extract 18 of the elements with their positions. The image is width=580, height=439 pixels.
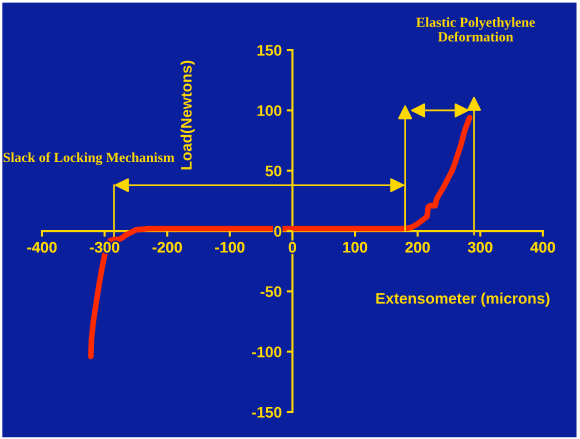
y-tick-label: 0 — [274, 226, 282, 237]
x-tick-label: -200 — [152, 242, 182, 253]
x-axis-title: Extensometer (microns) — [376, 292, 550, 307]
y-tick-label: -100 — [252, 346, 282, 358]
y-tick-label: -150 — [252, 406, 282, 418]
y-axis-title: Load(Newtons) — [180, 60, 195, 170]
x-tick-label: -400 — [27, 242, 57, 253]
y-tick-label: 150 — [257, 44, 282, 56]
x-tick-label: 200 — [405, 242, 430, 253]
y-tick-label: 50 — [266, 166, 282, 176]
y-tick-label: -50 — [260, 286, 282, 298]
annotation: Slack of Locking Mechanism — [4, 152, 174, 166]
text: Elastic Polyethylene Deformation — [416, 17, 535, 42]
x-tick-label: -100 — [215, 242, 244, 253]
x-tick-label: 400 — [530, 242, 555, 253]
x-tick-label: 100 — [343, 242, 368, 253]
y-tick-label: 100 — [257, 105, 282, 116]
x-tick-label: 300 — [468, 242, 492, 253]
